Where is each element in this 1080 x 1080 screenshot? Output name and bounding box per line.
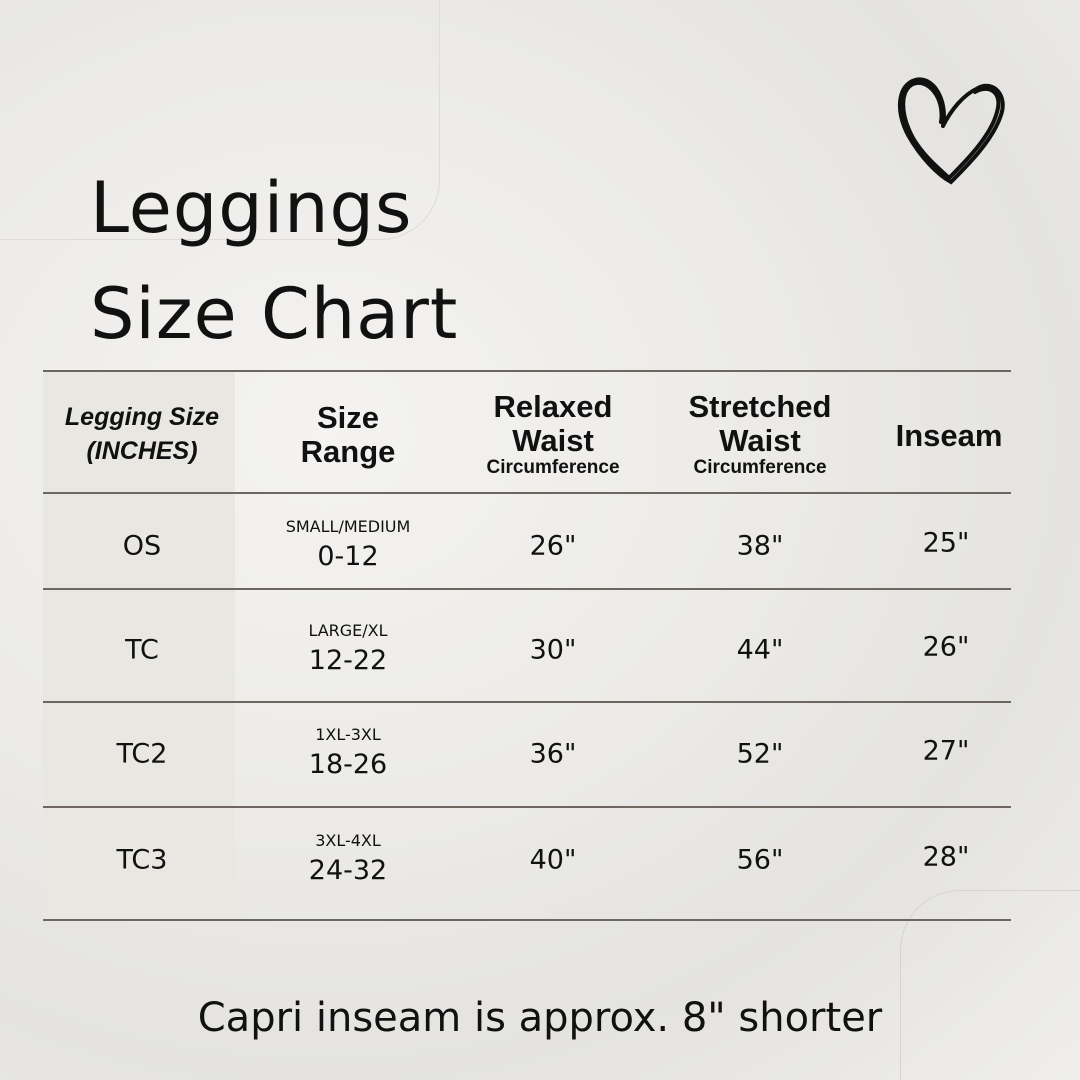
stretched-waist-cell: 56"	[736, 844, 784, 876]
size-cell: TC3	[116, 844, 168, 876]
stretched-waist-cell: 52"	[736, 738, 784, 770]
header-text: Stretched Waist	[688, 389, 832, 458]
header-stretched-waist: Stretched Waist Circumference	[670, 390, 850, 478]
relaxed-waist-cell: 26"	[529, 530, 577, 562]
size-range-value: 0-12	[317, 541, 379, 572]
size-range-cell: 1XL-3XL 18-26	[309, 724, 387, 784]
title-line-2: Size Chart	[90, 273, 459, 355]
size-range-cell: SMALL/MEDIUM 0-12	[286, 516, 411, 576]
header-sub: Circumference	[486, 457, 620, 478]
table-divider	[43, 701, 1011, 703]
table-divider	[43, 370, 1011, 372]
size-range-label: 1XL-3XL	[315, 725, 381, 744]
header-legging-size: Legging Size (INCHES)	[65, 400, 219, 468]
inseam-cell: 27"	[922, 735, 970, 767]
inseam-cell: 25"	[922, 527, 970, 559]
size-cell: TC	[125, 634, 159, 666]
header-text: Relaxed Waist	[493, 389, 613, 458]
size-range-value: 18-26	[308, 749, 388, 780]
size-range-cell: LARGE/XL 12-22	[308, 620, 387, 680]
inseam-cell: 26"	[922, 631, 970, 663]
decorative-frame-bottom	[900, 890, 1080, 1080]
relaxed-waist-cell: 40"	[529, 844, 577, 876]
header-sub: Circumference	[693, 457, 827, 478]
heart-icon	[897, 77, 1005, 185]
table-divider	[43, 919, 1011, 921]
stretched-waist-cell: 38"	[736, 530, 784, 562]
inseam-cell: 28"	[922, 841, 970, 873]
table-divider	[43, 588, 1011, 590]
size-cell: OS	[122, 530, 162, 562]
stretched-waist-cell: 44"	[736, 634, 784, 666]
header-relaxed-waist: Relaxed Waist Circumference	[478, 390, 628, 478]
page-title: Leggings Size Chart	[90, 155, 458, 367]
header-inseam: Inseam	[895, 418, 1003, 453]
size-cell: TC2	[116, 738, 168, 770]
size-range-value: 12-22	[308, 645, 388, 676]
footnote: Capri inseam is approx. 8" shorter	[197, 995, 883, 1041]
table-divider	[43, 492, 1011, 494]
decorative-frame-top	[0, 0, 440, 240]
header-text: Legging Size	[64, 403, 220, 431]
size-range-label: 3XL-4XL	[315, 831, 381, 850]
size-range-cell: 3XL-4XL 24-32	[309, 830, 387, 890]
size-range-label: SMALL/MEDIUM	[285, 517, 411, 536]
relaxed-waist-cell: 36"	[529, 738, 577, 770]
size-range-label: LARGE/XL	[308, 621, 388, 640]
title-line-1: Leggings	[90, 167, 413, 249]
relaxed-waist-cell: 30"	[529, 634, 577, 666]
size-column-background	[43, 372, 235, 920]
header-size-range: Size Range	[300, 400, 396, 469]
size-range-value: 24-32	[308, 855, 388, 886]
table-divider	[43, 806, 1011, 808]
header-unit: (INCHES)	[86, 437, 198, 465]
